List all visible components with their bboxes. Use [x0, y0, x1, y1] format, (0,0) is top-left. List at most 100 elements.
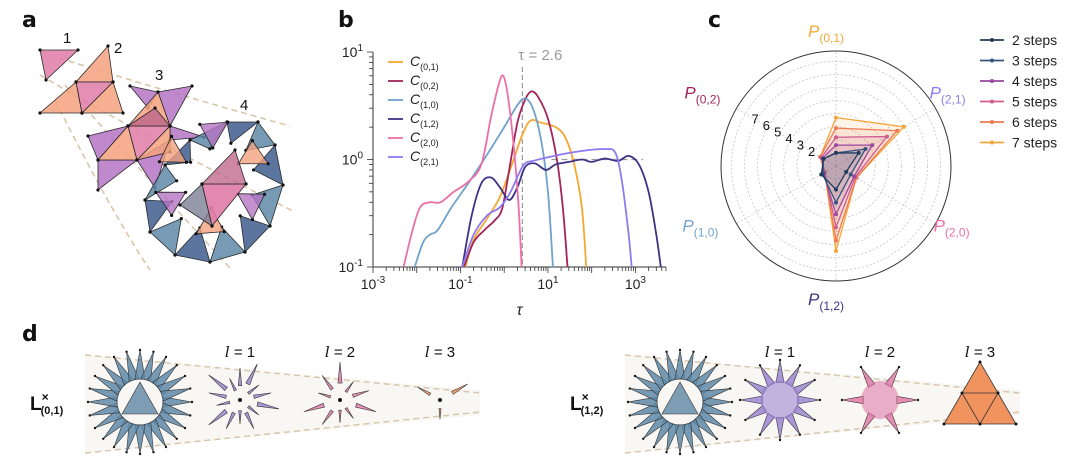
radar-point	[834, 200, 838, 205]
vertex-dot	[704, 445, 708, 449]
vertex-dot	[256, 120, 260, 124]
vertex-dot	[758, 433, 762, 436]
vertex-dot	[152, 350, 155, 353]
vertex-dot	[200, 182, 204, 186]
trajectory-arrow	[64, 84, 231, 269]
vertex-dot	[229, 141, 233, 145]
vertex-dot	[96, 188, 100, 192]
level-label-2: l = 2	[325, 343, 355, 361]
vertex-dot	[138, 348, 142, 352]
vertex-dot	[678, 348, 682, 352]
triangle	[174, 227, 211, 263]
vertex-dot	[859, 365, 863, 369]
vertex-dot	[194, 232, 198, 236]
vertex-dot	[184, 190, 188, 194]
triangle	[126, 107, 171, 127]
vertex-dot	[628, 387, 631, 390]
triangle	[253, 392, 272, 399]
triangle	[155, 191, 187, 217]
legend-marker	[990, 99, 994, 104]
triangle	[438, 408, 442, 420]
triangle	[239, 215, 271, 253]
triangle	[39, 49, 80, 81]
vertex-dot	[169, 134, 174, 138]
center-dot	[338, 398, 342, 402]
vertex-dot	[86, 400, 90, 404]
triangle	[199, 121, 229, 149]
vertex-dot	[143, 198, 147, 202]
vertex-dot	[96, 158, 100, 162]
triangle	[634, 375, 664, 396]
vertex-dot	[125, 350, 128, 353]
triangle	[237, 139, 269, 165]
step-label-3: 3	[155, 67, 163, 84]
triangle	[256, 401, 280, 410]
y-tick-label: 101	[342, 43, 364, 60]
triangle	[642, 414, 668, 440]
vertex-dot	[76, 48, 80, 52]
triangle	[337, 361, 343, 384]
vertex-dot	[93, 426, 97, 430]
legend-marker	[990, 79, 994, 83]
vertex-dot	[778, 358, 782, 362]
triangle	[344, 381, 354, 393]
structure-level-2	[840, 365, 920, 435]
radar-spoke	[736, 165, 837, 224]
vertex-dot	[112, 445, 116, 449]
radar-point	[901, 124, 906, 129]
triangle	[321, 409, 334, 425]
vertex-dot	[897, 365, 901, 369]
radar-point	[834, 225, 838, 230]
triangle	[179, 183, 213, 227]
triangle	[700, 402, 731, 416]
triangle	[152, 364, 178, 390]
radar-point	[834, 126, 838, 131]
core	[760, 380, 800, 420]
vertex-dot	[173, 253, 177, 257]
vertex-dot	[633, 426, 637, 430]
triangle	[87, 396, 118, 408]
y-tick-label: 100	[342, 151, 364, 168]
vertex-dot	[121, 111, 125, 115]
triangle	[144, 199, 173, 234]
vertex-dot	[164, 355, 168, 359]
triangle	[208, 409, 228, 426]
legend-label: 3 steps	[1012, 53, 1057, 69]
triangle	[146, 356, 167, 386]
triangle	[225, 411, 236, 429]
radar-point	[834, 135, 838, 140]
vertex-dot	[942, 422, 946, 426]
radial-tick-label: 7	[751, 111, 758, 126]
vertex-dot	[157, 160, 162, 164]
radar-point	[834, 150, 838, 155]
triangle	[156, 408, 186, 429]
radar-spoke	[835, 165, 936, 224]
vertex-dot	[190, 400, 194, 404]
vertex-dot	[183, 426, 187, 430]
structure-level-1	[208, 363, 280, 429]
vertex-dot	[250, 218, 255, 222]
vertex-dot	[626, 400, 630, 404]
triangle	[113, 418, 134, 448]
vertex-dot	[818, 398, 822, 402]
triangle	[102, 414, 128, 440]
vertex-dot	[208, 260, 212, 264]
triangle	[94, 408, 124, 429]
triangle	[149, 217, 182, 256]
legend-label: 5 steps	[1012, 94, 1057, 110]
vertex-dot	[175, 179, 179, 183]
panel-d-label: d	[22, 322, 38, 347]
x-tick-label: 10-1	[448, 275, 473, 292]
vertex-dot	[102, 364, 105, 367]
triangle	[696, 408, 726, 429]
legend-label: C(1,2)	[410, 110, 439, 129]
x-axis-label: τ	[517, 302, 524, 319]
vertex-dot	[723, 374, 727, 378]
radar-spoke	[736, 108, 837, 167]
vertex-dot	[88, 387, 91, 390]
vertex-dot	[222, 230, 226, 234]
legend-marker	[990, 120, 994, 124]
triangle	[702, 396, 733, 408]
